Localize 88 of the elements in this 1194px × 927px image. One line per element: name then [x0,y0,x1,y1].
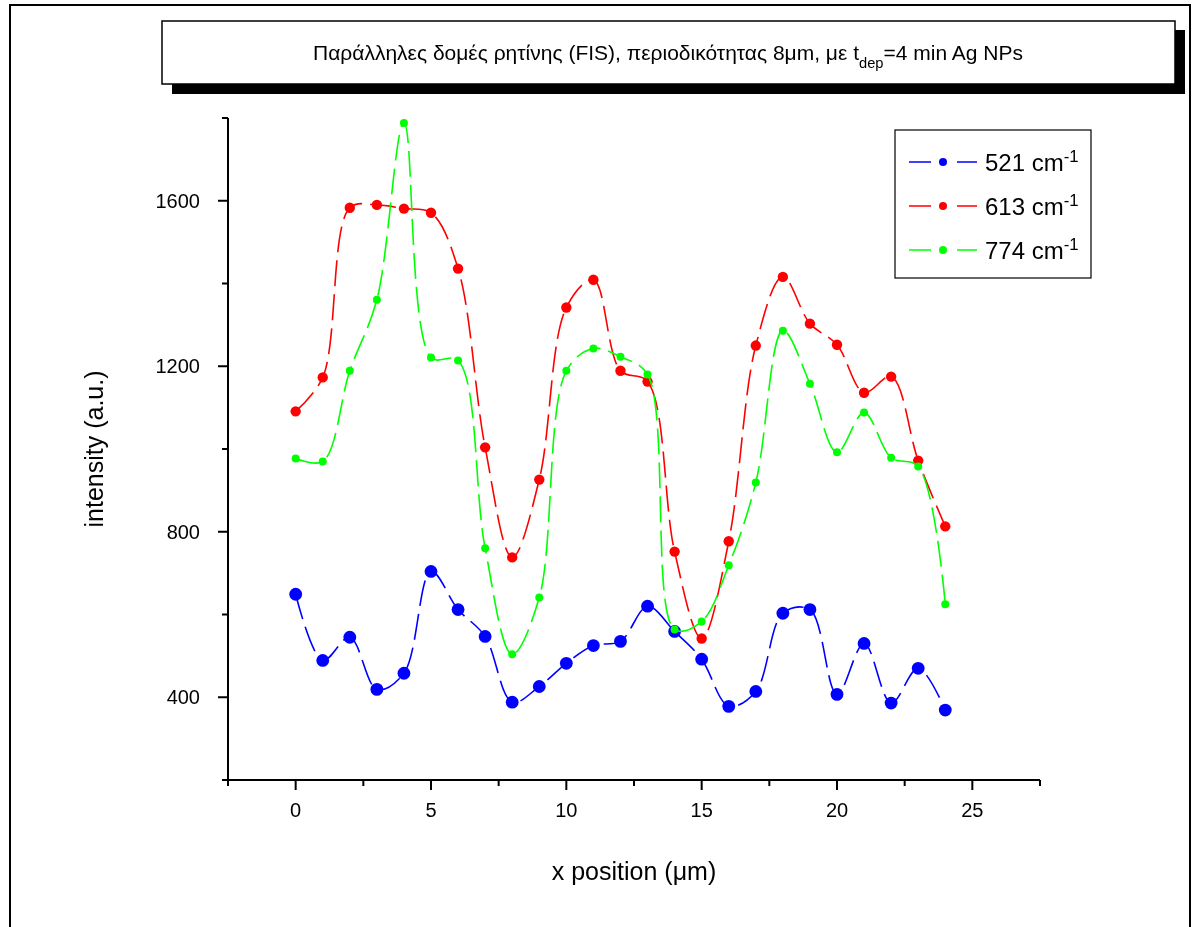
point [344,202,355,213]
y-tick-label: 1200 [155,355,200,378]
point [343,630,357,644]
point [316,654,330,667]
legend-label: 774 cm$^{-1}$ [985,234,1079,264]
point [723,536,734,547]
point [750,340,761,351]
point [505,695,519,709]
point [857,637,871,650]
legend-label: 521 cm$^{-1}$ [985,146,1079,176]
point [454,356,463,365]
point [427,353,435,362]
x-tick-label: 15 [690,799,713,821]
point [370,682,384,696]
point [858,387,870,398]
point [397,666,411,680]
point [938,703,952,717]
point [804,318,816,329]
point [345,366,354,375]
point [535,593,544,602]
point [398,203,410,214]
point [831,339,843,350]
point [940,521,951,532]
point [588,274,599,285]
point [778,326,787,335]
point [534,474,545,485]
point [833,448,841,457]
x-tick-label: 20 [825,799,849,821]
point [941,600,950,609]
point [614,634,627,648]
point [696,633,707,644]
point [371,199,383,211]
point [291,454,300,463]
point [508,650,517,659]
point [478,630,492,643]
point [451,603,465,616]
point [749,685,763,698]
point [479,442,491,453]
point [724,561,733,570]
point [695,652,709,666]
chart-title: Παράλληλες δομές ρητίνης (FIS), περιοδικότητας 8μm, με t$_{dep}$=4 min Ag NPs [313,41,1023,71]
point [372,295,381,304]
point [399,118,408,127]
point [670,625,679,634]
y-tick-label: 1600 [155,189,200,212]
point [911,661,925,675]
point [317,372,328,383]
point [318,457,327,466]
point [751,478,760,487]
point [562,366,571,375]
point [887,453,896,462]
legend-label: 613 cm$^{-1}$ [985,190,1079,220]
point [860,408,869,417]
x-tick-label: 5 [425,799,437,821]
point [669,546,680,557]
point [587,639,600,652]
point [452,263,464,274]
point [697,617,706,626]
y-tick-label: 800 [166,520,200,543]
point [589,344,598,353]
point [507,552,518,563]
point [803,603,817,616]
point [290,406,301,417]
point [561,302,572,313]
x-axis-title: x position (μm) [551,857,717,885]
point [532,680,546,693]
point [830,687,844,701]
point [481,544,490,553]
point [722,699,736,713]
y-axis-title: intensity (a.u.) [80,370,108,528]
point [615,365,626,376]
point [424,565,438,578]
y-tick-label: 400 [166,686,200,709]
point [289,587,303,601]
x-tick-label: 10 [555,799,578,821]
point [559,656,573,670]
x-tick-label: 0 [290,799,302,821]
point [885,371,897,382]
point [641,599,654,613]
point [643,370,652,379]
point [777,271,789,283]
point [776,606,790,620]
point [616,352,625,361]
point [914,462,923,471]
x-tick-label: 25 [961,799,984,821]
point [884,696,898,710]
point [805,379,814,388]
point [425,207,437,218]
